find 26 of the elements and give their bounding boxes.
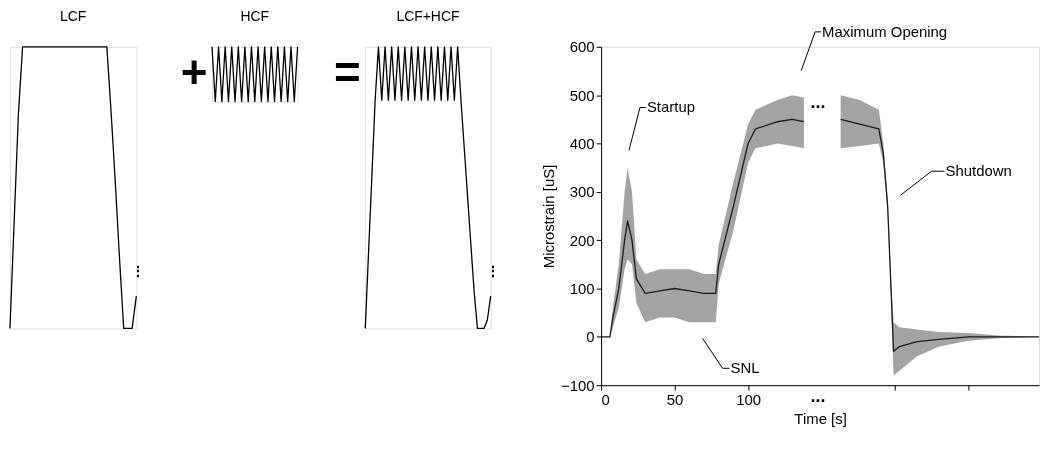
- chart-title: HCF: [240, 8, 270, 25]
- y-tick-label: 400: [569, 134, 595, 152]
- y-tick-label: 0: [586, 328, 595, 346]
- annotation: Startup: [646, 98, 695, 116]
- chart-title: LCF+HCF: [396, 8, 460, 25]
- annotation: ...: [810, 91, 826, 112]
- y-tick-label: 600: [569, 38, 595, 56]
- y-tick-label: 300: [569, 183, 595, 201]
- text: +: [180, 46, 208, 98]
- text: =: [333, 46, 361, 98]
- y-tick-label: −100: [561, 376, 595, 394]
- annotation: ⋮: [485, 263, 500, 280]
- x-tick-label: 100: [736, 390, 762, 408]
- y-tick-label: 100: [569, 279, 595, 297]
- text: ...: [810, 386, 826, 407]
- x-tick-label: 0: [601, 390, 610, 408]
- annotation: SNL: [730, 359, 760, 377]
- chart-title: LCF: [59, 8, 87, 25]
- text: Maximum Opening: [822, 22, 948, 40]
- x-axis-title: Time [s]: [794, 409, 847, 427]
- y-axis-title: Microstrain [uS]: [540, 164, 558, 269]
- y-tick-label: 200: [569, 231, 595, 249]
- annotation: Shutdown: [945, 162, 1012, 180]
- y-tick-label: 500: [569, 86, 595, 104]
- x-tick-label: 50: [666, 390, 684, 408]
- annotation: ⋮: [131, 263, 146, 280]
